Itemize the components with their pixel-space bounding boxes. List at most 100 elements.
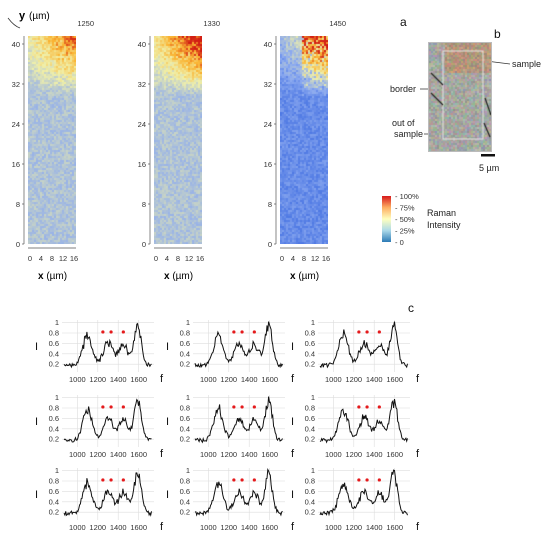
heatmap-x-tick: 0: [154, 254, 158, 263]
heatmap-x-tick: 16: [70, 254, 78, 263]
heatmap-title: 1250: [77, 19, 94, 28]
spectrum-x-label: f: [291, 448, 295, 460]
spectrum-y-tick: 0.4: [180, 424, 190, 433]
photo-label-sample: sample: [512, 59, 541, 69]
spectrum-y-label: I: [291, 341, 294, 353]
spectrum-curve: [319, 321, 408, 369]
spectrum-y-tick: 0.4: [49, 349, 59, 358]
spectrum-y-tick: 0.6: [180, 414, 190, 423]
spectrum-x-label: f: [160, 521, 164, 533]
spectrum-x-tick: 1400: [366, 450, 383, 459]
spectrum-x-tick: 1000: [69, 523, 86, 532]
spectrum-x-tick: 1600: [130, 523, 147, 532]
panel-label-c: c: [408, 301, 414, 315]
heatmap-y-tick: 0: [142, 240, 146, 249]
heatmap-y-tick: 40: [138, 40, 146, 49]
heatmap-x-label: x (µm): [164, 271, 193, 282]
photo-label-out1: out of: [392, 118, 415, 128]
heatmap-y-tick: 16: [264, 160, 272, 169]
spectrum-x-tick: 1000: [200, 523, 217, 532]
spectrum-marker: [101, 478, 105, 482]
spectrum-marker: [109, 405, 113, 409]
spectrum-x-label: f: [160, 448, 164, 460]
spectrum-y-tick: 0.8: [49, 404, 59, 413]
spectrum-x-tick: 1200: [220, 523, 237, 532]
spectrum-y-tick: 0.4: [180, 497, 190, 506]
spectrum-x-tick: 1400: [110, 523, 127, 532]
heatmap-x-tick: 8: [302, 254, 306, 263]
heatmap-y-tick: 8: [268, 200, 272, 209]
spectrum-x-tick: 1200: [89, 450, 106, 459]
spectrum-y-tick: 0.2: [49, 435, 59, 444]
spectrum-x-tick: 1200: [220, 450, 237, 459]
spectrum-y-tick: 0.2: [305, 435, 315, 444]
spectrum-x-tick: 1600: [261, 375, 278, 384]
spectrum-y-label: I: [291, 489, 294, 501]
heatmap-y-tick: 16: [138, 160, 146, 169]
spectrum-y-tick: 0.8: [180, 329, 190, 338]
heatmap-x-label: x (µm): [290, 271, 319, 282]
sample-photo-canvas: [429, 43, 491, 151]
spectrum-y-label: I: [291, 416, 294, 428]
spectrum-curve: [319, 469, 408, 517]
heatmap-1450: [280, 36, 328, 244]
heatmap-x-tick: 4: [39, 254, 43, 263]
spectrum-x-label: f: [416, 521, 420, 533]
spectrum-y-tick: 0.2: [180, 508, 190, 517]
spectrum-y-tick: 0.6: [180, 339, 190, 348]
spectrum-x-tick: 1400: [241, 375, 258, 384]
heatmap-x-label: x (µm): [38, 271, 67, 282]
spectrum-y-tick: 0.4: [49, 497, 59, 506]
spectrum-marker: [109, 330, 113, 334]
spectrum-x-tick: 1200: [89, 375, 106, 384]
heatmap-y-tick: 32: [138, 80, 146, 89]
spectrum-marker: [252, 478, 256, 482]
spectrum-marker: [240, 330, 244, 334]
spectrum-x-tick: 1200: [89, 523, 106, 532]
spectrum-plot-5: 1 0.80.60.4 0.2 1000 1200 1400 1600 If: [166, 393, 295, 460]
spectrum-marker: [377, 330, 381, 334]
spectrum-y-label: I: [166, 489, 169, 501]
spectrum-y-tick: 0.6: [305, 414, 315, 423]
heatmap-x-tick: 4: [165, 254, 169, 263]
spectrum-y-tick: 0.6: [305, 487, 315, 496]
spectrum-curve: [63, 398, 152, 443]
spectrum-curve: [63, 472, 152, 517]
colorbar-label-1: Raman: [427, 208, 456, 218]
heatmap-y-unit: (µm): [29, 11, 50, 22]
spectrum-y-tick: 1: [55, 466, 59, 475]
spectrum-x-tick: 1400: [110, 375, 127, 384]
spectrum-curve: [63, 322, 152, 369]
spectrum-marker: [377, 405, 381, 409]
spectrum-y-tick: 0.8: [305, 404, 315, 413]
spectrum-y-tick: 0.4: [305, 424, 315, 433]
spectrum-y-tick: 0.6: [180, 487, 190, 496]
spectrum-marker: [232, 405, 236, 409]
spectrum-y-tick: 0.8: [305, 329, 315, 338]
spectrum-curve: [319, 399, 408, 444]
spectrum-plot-9: 1 0.80.60.4 0.2 1000 1200 1400 1600 If: [291, 466, 420, 533]
spectrum-x-label: f: [160, 373, 164, 385]
colorbar-tick: - 25%: [395, 227, 415, 236]
spectrum-plot-1: 1 0.80.60.4 0.2 1000 1200 1400 1600 If: [35, 318, 164, 385]
spectrum-y-tick: 0.2: [180, 435, 190, 444]
spectrum-y-tick: 0.8: [49, 329, 59, 338]
spectrum-x-tick: 1000: [69, 375, 86, 384]
spectrum-x-tick: 1600: [261, 450, 278, 459]
spectrum-plot-3: 1 0.80.60.4 0.2 1000 1200 1400 1600 If: [291, 318, 420, 385]
heatmap-x-tick: 16: [322, 254, 330, 263]
photo-label-out2: sample: [394, 129, 423, 139]
spectrum-x-tick: 1000: [325, 523, 342, 532]
spectrum-x-tick: 1600: [130, 375, 147, 384]
colorbar-tick: - 75%: [395, 204, 415, 213]
spectrum-y-label: I: [166, 416, 169, 428]
spectrum-x-label: f: [416, 373, 420, 385]
spectrum-y-tick: 1: [311, 466, 315, 475]
spectrum-marker: [365, 405, 369, 409]
spectrum-x-tick: 1400: [110, 450, 127, 459]
spectrum-y-tick: 0.8: [180, 404, 190, 413]
heatmap-y-tick: 24: [264, 120, 272, 129]
heatmap-y-tick: 32: [264, 80, 272, 89]
